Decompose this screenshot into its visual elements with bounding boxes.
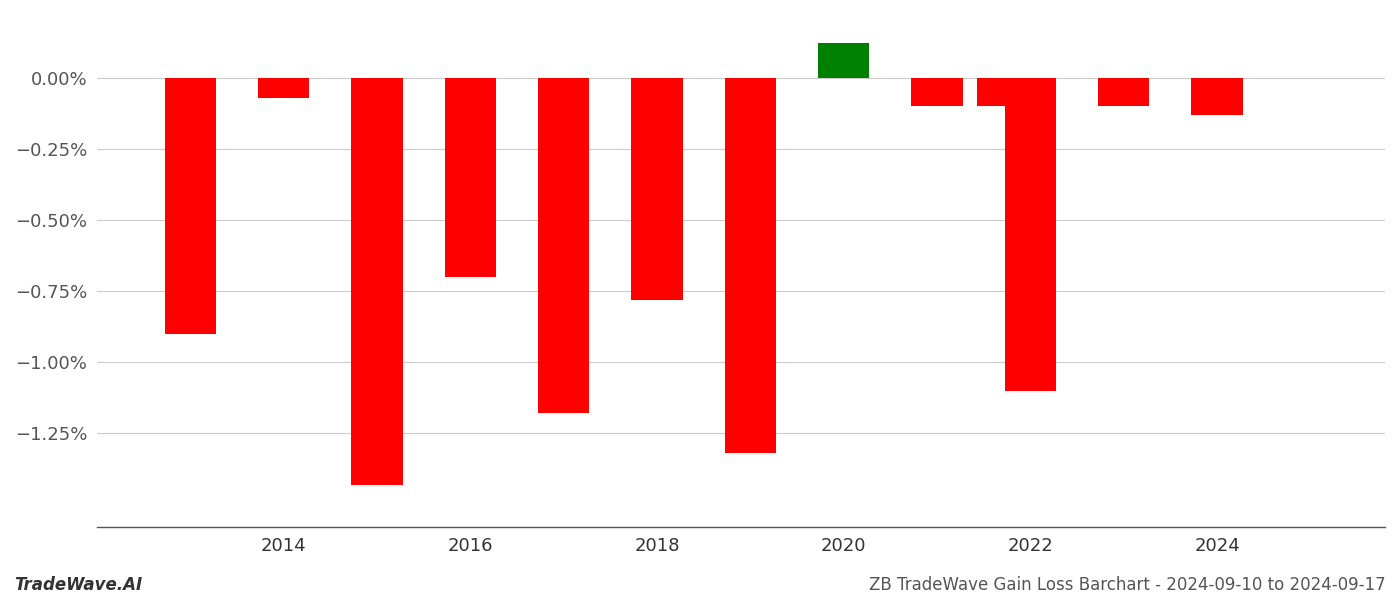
Bar [725, 77, 776, 453]
Bar [631, 77, 683, 299]
Text: ZB TradeWave Gain Loss Barchart - 2024-09-10 to 2024-09-17: ZB TradeWave Gain Loss Barchart - 2024-0… [869, 576, 1386, 594]
Bar [1098, 77, 1149, 106]
Bar [1005, 77, 1056, 391]
Text: TradeWave.AI: TradeWave.AI [14, 576, 143, 594]
Bar [445, 77, 496, 277]
Bar [911, 77, 963, 106]
Bar [165, 77, 216, 334]
Bar [258, 77, 309, 98]
Bar [351, 77, 403, 485]
Bar [977, 77, 1028, 106]
Bar [538, 77, 589, 413]
Bar [1191, 77, 1243, 115]
Bar [818, 43, 869, 77]
